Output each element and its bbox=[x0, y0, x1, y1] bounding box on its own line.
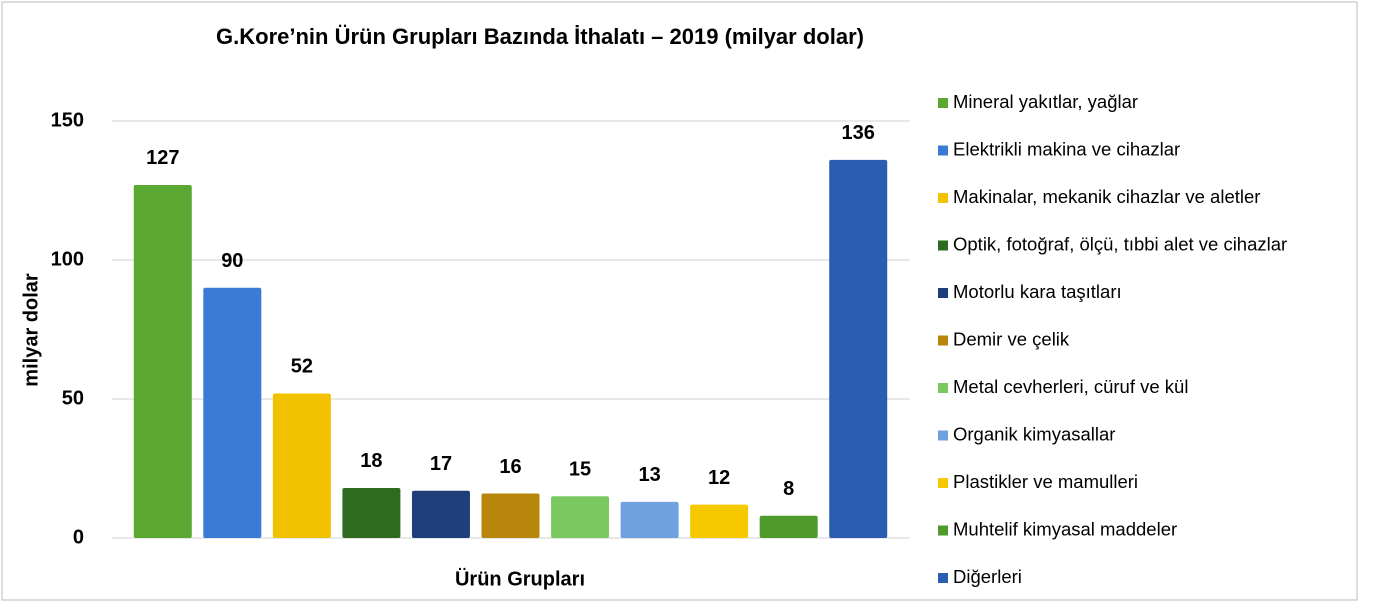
y-tick-label: 0 bbox=[73, 526, 84, 548]
bar bbox=[203, 287, 262, 538]
bar bbox=[690, 504, 749, 538]
legend-label: Motorlu kara taşıtları bbox=[953, 281, 1122, 302]
bar bbox=[829, 159, 888, 539]
legend-swatch bbox=[938, 288, 948, 298]
bar bbox=[272, 393, 331, 538]
data-label: 127 bbox=[146, 147, 179, 169]
y-axis-label: milyar dolar bbox=[20, 273, 42, 387]
legend-swatch bbox=[938, 573, 948, 583]
x-axis-label: Ürün Grupları bbox=[455, 567, 585, 590]
legend-swatch bbox=[938, 240, 948, 251]
data-label: 12 bbox=[708, 467, 730, 489]
legend-label: Elektrikli makina ve cihazlar bbox=[953, 138, 1180, 159]
data-label: 15 bbox=[569, 459, 591, 481]
legend-swatch bbox=[938, 335, 948, 346]
bar bbox=[759, 515, 818, 538]
y-tick-label: 150 bbox=[51, 109, 84, 131]
data-label: 136 bbox=[842, 122, 875, 144]
chart-title: G.Kore’nin Ürün Grupları Bazında İthalat… bbox=[216, 24, 864, 49]
legend-label: Diğerleri bbox=[953, 566, 1022, 587]
legend-swatch bbox=[938, 525, 948, 536]
bar bbox=[342, 487, 401, 538]
data-label: 90 bbox=[221, 250, 243, 272]
bar bbox=[551, 496, 610, 538]
data-label: 18 bbox=[360, 450, 382, 472]
data-label: 16 bbox=[499, 456, 521, 478]
legend-swatch bbox=[938, 430, 948, 441]
bar bbox=[481, 493, 540, 538]
data-label: 52 bbox=[291, 356, 313, 378]
data-label: 8 bbox=[783, 478, 794, 500]
data-label: 13 bbox=[638, 464, 660, 486]
legend-label: Muhtelif kimyasal maddeler bbox=[953, 518, 1177, 539]
bar bbox=[620, 501, 679, 538]
legend-swatch bbox=[938, 98, 948, 108]
legend-swatch bbox=[938, 193, 948, 203]
legend-label: Plastikler ve mamulleri bbox=[953, 471, 1138, 492]
legend-label: Demir ve çelik bbox=[953, 328, 1070, 349]
legend-label: Organik kimyasallar bbox=[953, 423, 1115, 444]
legend-swatch bbox=[938, 145, 948, 156]
legend-label: Optik, fotoğraf, ölçü, tıbbi alet ve cih… bbox=[953, 233, 1287, 254]
bar bbox=[133, 184, 192, 538]
y-tick-label: 50 bbox=[62, 387, 84, 409]
legend-label: Mineral yakıtlar, yağlar bbox=[953, 91, 1138, 112]
legend-swatch bbox=[938, 478, 948, 488]
legend-swatch bbox=[938, 383, 948, 393]
y-tick-label: 100 bbox=[51, 248, 84, 270]
legend-label: Metal cevherleri, cüruf ve kül bbox=[953, 376, 1188, 397]
data-label: 17 bbox=[430, 453, 452, 475]
bar bbox=[411, 490, 470, 538]
legend-label: Makinalar, mekanik cihazlar ve aletler bbox=[953, 186, 1260, 207]
